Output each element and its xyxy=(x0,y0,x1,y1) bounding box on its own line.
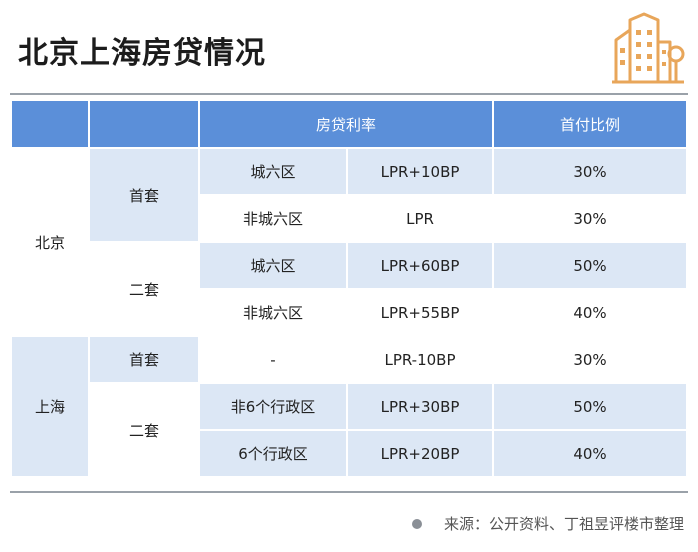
header-empty-city xyxy=(10,99,90,149)
header-down-payment: 首付比例 xyxy=(492,99,689,149)
city-cell: 上海 xyxy=(10,335,90,478)
buildings-icon xyxy=(612,12,685,84)
type-cell: 二套 xyxy=(88,382,200,478)
table-header-row: 房贷利率 首付比例 xyxy=(10,99,689,149)
district-cell: 非城六区 xyxy=(198,194,348,243)
table-row: 二套 城六区 LPR+60BP 50% xyxy=(11,241,689,337)
city-cell: 北京 xyxy=(10,147,90,337)
table-row: 非城六区 LPR 30% xyxy=(11,194,689,243)
district-cell: 6个行政区 xyxy=(198,429,348,478)
lpr-cell: LPR+30BP xyxy=(345,382,495,431)
table-row: 二套 非6个行政区 LPR+30BP 50% xyxy=(11,382,689,478)
down-payment-cell: 30% xyxy=(492,335,689,384)
type-cell: 首套 xyxy=(88,147,200,243)
page-title: 北京上海房贷情况 xyxy=(18,36,266,71)
down-payment-cell: 50% xyxy=(492,382,689,431)
type-cell: 二套 xyxy=(88,241,200,337)
district-cell: 城六区 xyxy=(198,147,348,196)
type-cell: 首套 xyxy=(88,335,200,384)
source-note: 来源：公开资料、丁祖昱评楼市整理 xyxy=(411,513,684,534)
header-rate: 房贷利率 xyxy=(197,99,495,149)
district-cell: - xyxy=(198,335,348,384)
lpr-cell: LPR-10BP xyxy=(345,335,495,384)
down-payment-cell: 50% xyxy=(492,241,689,290)
down-payment-cell: 30% xyxy=(492,194,689,243)
district-cell: 非城六区 xyxy=(198,288,348,337)
table-row: 非城六区 LPR+55BP 40% xyxy=(11,288,689,337)
source-text: 来源：公开资料、丁祖昱评楼市整理 xyxy=(443,515,684,533)
down-payment-cell: 30% xyxy=(492,147,689,196)
table-row: 北京 首套 城六区 LPR+10BP 30% xyxy=(10,147,689,337)
header-empty-type xyxy=(88,99,200,149)
district-cell: 城六区 xyxy=(198,241,348,290)
down-payment-cell: 40% xyxy=(492,288,689,337)
lpr-cell: LPR+10BP xyxy=(345,147,495,196)
lpr-cell: LPR+20BP xyxy=(345,429,495,478)
mortgage-table: 房贷利率 首付比例 北京 首套 城六区 LPR+10BP 30% 非城六区 LP… xyxy=(10,99,689,478)
table-row: 上海 首套 - LPR-10BP 30% xyxy=(10,335,689,478)
lpr-cell: LPR+55BP xyxy=(345,288,495,337)
district-cell: 非6个行政区 xyxy=(198,382,348,431)
top-divider xyxy=(10,93,688,95)
table-row: 6个行政区 LPR+20BP 40% xyxy=(11,429,689,478)
bullet-icon xyxy=(411,518,422,529)
lpr-cell: LPR+60BP xyxy=(345,241,495,290)
lpr-cell: LPR xyxy=(345,194,495,243)
down-payment-cell: 40% xyxy=(492,429,689,478)
bottom-divider xyxy=(10,491,688,493)
